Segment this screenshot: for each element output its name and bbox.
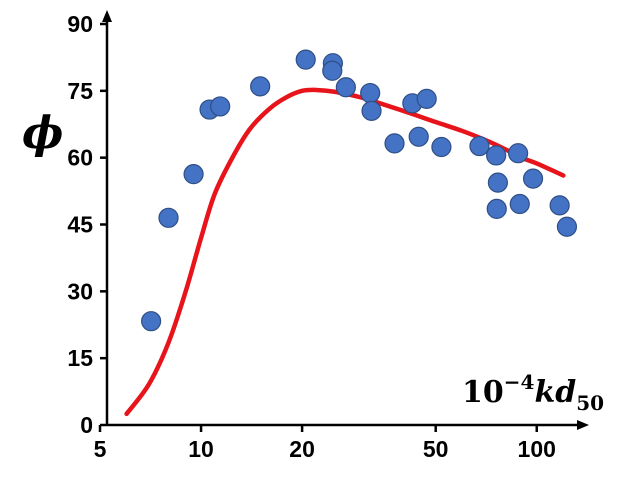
data-point (508, 143, 529, 164)
y-tick-label: 75 (67, 78, 93, 104)
x-axis-title-exponent: −4 (504, 370, 535, 394)
x-axis-title: 10−4kd50 (462, 370, 604, 415)
x-tick-label: 20 (289, 436, 315, 462)
x-axis-title-variable: kd (534, 375, 576, 410)
x-axis-title-base: 10 (462, 375, 504, 410)
data-point (522, 168, 544, 189)
y-tick-label: 90 (67, 11, 93, 37)
data-point (250, 76, 271, 97)
data-point (509, 193, 530, 215)
data-point (431, 136, 452, 158)
data-point (549, 195, 570, 216)
y-axis-title: ϕ (22, 108, 63, 159)
data-point (487, 172, 508, 193)
x-tick-label: 50 (423, 436, 449, 462)
fit-curve (124, 87, 566, 417)
data-point (295, 49, 316, 70)
data-point (158, 207, 179, 228)
data-point (361, 100, 382, 121)
data-point (335, 77, 356, 98)
data-point (408, 126, 429, 147)
data-point (183, 164, 204, 185)
x-tick-label: 5 (94, 436, 107, 462)
data-point (141, 311, 162, 332)
data-point (486, 198, 507, 220)
y-tick-label: 45 (67, 212, 93, 238)
data-point (469, 135, 490, 157)
data-points-layer (141, 49, 578, 332)
y-tick-label: 60 (67, 145, 93, 171)
x-axis-arrow (577, 420, 589, 430)
y-tick-label: 0 (80, 412, 93, 438)
data-point (486, 145, 507, 166)
data-point (322, 60, 343, 81)
y-axis-arrow (102, 10, 112, 22)
y-tick-label: 15 (67, 345, 93, 371)
y-tick-label: 30 (67, 278, 93, 304)
data-point (210, 96, 231, 117)
axes (98, 10, 589, 432)
x-tick-label: 10 (188, 436, 214, 462)
data-point (416, 88, 437, 109)
x-tick-label: 100 (518, 436, 556, 462)
data-point (384, 133, 405, 154)
fit-curve-layer (124, 87, 566, 417)
x-axis-title-subscript: 50 (576, 391, 604, 415)
data-point (360, 82, 381, 104)
data-point (556, 216, 578, 237)
